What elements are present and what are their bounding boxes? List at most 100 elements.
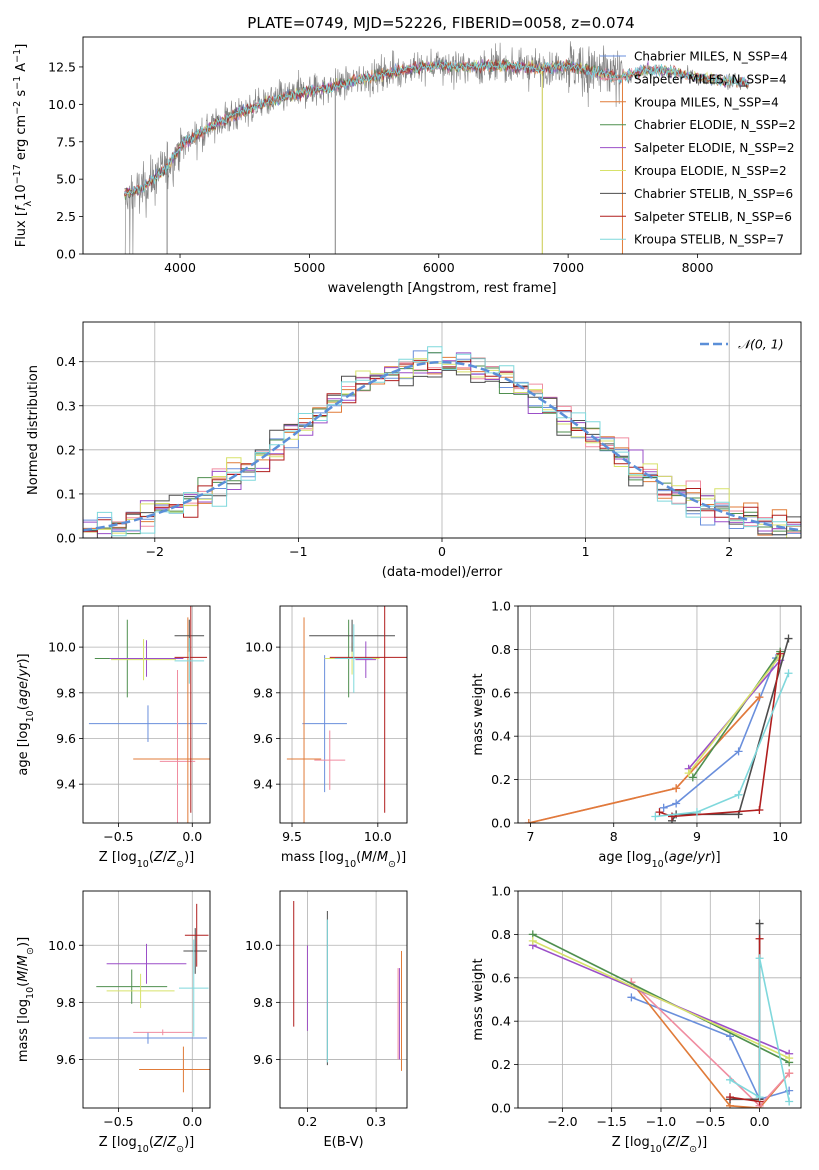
- y-tick-label: 9.8: [56, 685, 76, 700]
- x-tick-label: 7: [527, 829, 535, 844]
- y-tick-label: 0.4: [491, 1014, 511, 1029]
- y-tick-label: 1.0: [491, 884, 511, 899]
- label-part: mass [log: [16, 999, 31, 1062]
- mass-weight-line-salpeter_stelib: [659, 653, 781, 818]
- label-part: )]: [697, 1135, 707, 1150]
- mass-weight-marker-salpeter_miles: [785, 1069, 794, 1078]
- mass-weight-marker-kroupa_stelib: [651, 812, 660, 821]
- axes-frame: [82, 36, 802, 255]
- y-axis-label: mass [log10(M/M⊙)]: [16, 937, 36, 1062]
- label-part: −2: [12, 101, 23, 115]
- mass-weight-marker-kroupa_stelib: [755, 954, 764, 963]
- label-part: erg cm: [14, 115, 29, 164]
- x-tick-label: 0.2: [298, 1114, 318, 1129]
- y-tick-label: 9.8: [56, 995, 76, 1010]
- axes-mass_vs_Z: −0.5 0.09.69.810.0Z [log10(Z/Z⊙)]mass [lo…: [16, 890, 211, 1155]
- label-part: mass [log: [281, 850, 344, 865]
- mass-weight-marker-kroupa_miles: [755, 693, 764, 702]
- spectrum-legend: Chabrier MILES, N_SSP=4 Salpeter MILES, N…: [600, 50, 796, 247]
- axes-frame: [82, 321, 802, 539]
- label-part: A: [14, 63, 29, 76]
- normal-curve: [83, 360, 801, 532]
- label-part: yr: [16, 662, 31, 678]
- y-axis-label: age [log10(age/yr)]: [16, 653, 36, 775]
- legend-label: Salpeter STELIB, N_SSP=6: [634, 210, 792, 224]
- label-part: /: [163, 1135, 168, 1150]
- plot-background: [83, 891, 210, 1108]
- label-part: M: [16, 971, 31, 982]
- label-part: Z [log: [99, 850, 137, 865]
- x-axis-label: mass [log10(M/M⊙)]: [281, 850, 406, 870]
- y-tick-label: 9.6: [56, 1052, 76, 1067]
- mass-weight-line-kroupa_stelib: [729, 958, 790, 1102]
- y-tick-label: 0.2: [491, 1057, 511, 1072]
- y-tick-label: 0.0: [56, 247, 76, 262]
- label-part: )]: [16, 653, 31, 663]
- label-part: Z: [153, 850, 164, 865]
- label-part: mass weight: [471, 673, 486, 755]
- mass-weight-marker-kroupa_miles: [524, 819, 533, 823]
- x-tick-label: 5000: [293, 260, 325, 275]
- mass-weight-marker-chabrier_stelib: [784, 634, 793, 643]
- x-tick-label: −1: [289, 544, 307, 559]
- label-part: (: [149, 850, 154, 865]
- y-tick-label: 10.0: [48, 640, 76, 655]
- y-tick-label: 0.2: [491, 772, 511, 787]
- y-tick-label: 12.5: [48, 59, 76, 74]
- y-tick-label: 0.0: [491, 816, 511, 831]
- mass-weight-line-kroupa_stelib: [655, 672, 790, 818]
- y-tick-label: 10.0: [245, 640, 273, 655]
- y-tick-label: 9.6: [253, 731, 273, 746]
- label-part: (: [662, 1135, 667, 1150]
- legend-label: Kroupa MILES, N_SSP=4: [634, 95, 779, 109]
- mass-weight-marker-kroupa_stelib: [784, 669, 793, 678]
- label-part: )]: [710, 850, 720, 865]
- label-part: /: [16, 966, 31, 971]
- x-tick-label: 0.0: [182, 829, 202, 844]
- label-part: ⊙: [176, 1144, 184, 1155]
- label-part: /: [16, 676, 31, 681]
- label-part: Z: [666, 1135, 677, 1150]
- label-part: ⊙: [25, 947, 36, 955]
- label-part: Z: [679, 1135, 690, 1150]
- label-part: age: [16, 681, 31, 705]
- label-part: ]: [14, 44, 29, 49]
- x-tick-label: −2: [146, 544, 164, 559]
- y-tick-label: 7.5: [56, 134, 76, 149]
- mass-weight-line-chabrier_miles: [663, 657, 777, 809]
- y-tick-label: 0.1: [56, 486, 76, 501]
- mass-weight-marker-salpeter_stelib: [655, 808, 664, 817]
- plot-area: [88, 903, 210, 1093]
- mass-weight-line-kroupa_elodie: [687, 655, 781, 774]
- x-tick-label: 0: [438, 544, 446, 559]
- x-axis-label: age [log10(age/yr)]: [598, 850, 720, 870]
- label-part: age [log: [598, 850, 651, 865]
- label-part: )]: [184, 1135, 194, 1150]
- label-part: f: [14, 204, 29, 211]
- y-tick-label: 9.6: [56, 731, 76, 746]
- x-axis-label: Z [log10(Z/Z⊙)]: [612, 1135, 707, 1155]
- plot-background: [280, 891, 407, 1108]
- mass-weight-marker-kroupa_elodie: [528, 936, 537, 945]
- label-part: yr: [696, 850, 712, 865]
- plot-area: [286, 606, 407, 823]
- y-tick-label: 0.4: [56, 354, 76, 369]
- x-tick-label: 0.0: [182, 1114, 202, 1129]
- plot-area: [524, 634, 793, 823]
- axes-frame: [517, 890, 802, 1109]
- x-tick-label: 6000: [423, 260, 455, 275]
- x-tick-label: −0.5: [103, 829, 133, 844]
- mass-weight-marker-kroupa_stelib: [692, 808, 701, 817]
- label-part: /: [676, 1135, 681, 1150]
- plot-area: [293, 900, 403, 1071]
- label-part: Flux [: [14, 211, 29, 247]
- label-part: )]: [184, 850, 194, 865]
- label-part: ⊙: [176, 859, 184, 870]
- x-tick-label: 9: [693, 829, 701, 844]
- label-part: s: [14, 90, 29, 101]
- label-part: age: [669, 850, 693, 865]
- mass-weight-marker-chabrier_miles: [672, 799, 681, 808]
- plot-area: [124, 41, 750, 254]
